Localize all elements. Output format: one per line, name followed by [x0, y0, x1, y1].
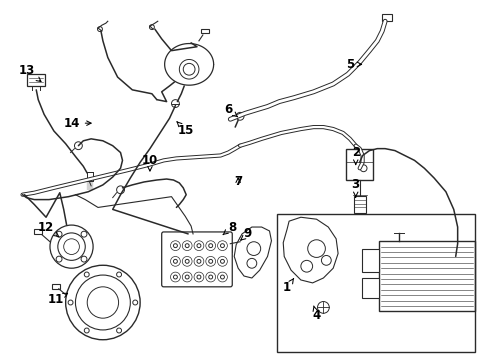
Circle shape	[183, 63, 195, 75]
Text: 3: 3	[352, 179, 360, 197]
Text: 4: 4	[313, 306, 320, 322]
Text: 9: 9	[241, 228, 252, 240]
Circle shape	[64, 239, 79, 255]
Bar	[34, 229, 42, 234]
Circle shape	[220, 275, 224, 279]
Bar	[277, 214, 475, 351]
Circle shape	[318, 302, 329, 313]
Text: 14: 14	[63, 117, 91, 130]
Circle shape	[58, 233, 85, 260]
Circle shape	[182, 241, 192, 251]
Text: 11: 11	[48, 293, 68, 306]
Circle shape	[117, 186, 124, 194]
Circle shape	[171, 272, 180, 282]
Circle shape	[117, 328, 122, 333]
Circle shape	[236, 112, 244, 120]
Bar	[201, 28, 209, 33]
Circle shape	[84, 328, 89, 333]
Text: 5: 5	[346, 58, 362, 71]
Circle shape	[218, 272, 227, 282]
Circle shape	[56, 231, 62, 237]
Circle shape	[182, 272, 192, 282]
Circle shape	[194, 272, 204, 282]
Circle shape	[66, 265, 140, 340]
Circle shape	[247, 258, 257, 268]
Bar	[362, 278, 379, 298]
Circle shape	[171, 241, 180, 251]
Circle shape	[194, 256, 204, 266]
Bar	[379, 241, 475, 311]
Circle shape	[133, 300, 138, 305]
Circle shape	[308, 240, 325, 257]
Circle shape	[56, 256, 62, 262]
Circle shape	[209, 244, 213, 248]
Circle shape	[185, 244, 189, 248]
Circle shape	[301, 260, 313, 272]
Circle shape	[117, 272, 122, 277]
Text: 13: 13	[18, 64, 41, 81]
Bar	[362, 249, 379, 272]
Circle shape	[173, 259, 177, 263]
Circle shape	[87, 287, 119, 318]
Circle shape	[197, 259, 201, 263]
Text: 15: 15	[177, 122, 195, 138]
Circle shape	[239, 236, 249, 246]
Circle shape	[321, 256, 331, 265]
Circle shape	[171, 256, 180, 266]
Circle shape	[149, 25, 154, 30]
FancyBboxPatch shape	[162, 232, 232, 287]
Circle shape	[81, 256, 87, 262]
Circle shape	[75, 275, 130, 330]
Circle shape	[185, 275, 189, 279]
Circle shape	[206, 241, 216, 251]
Circle shape	[185, 259, 189, 263]
Bar	[382, 14, 392, 21]
Circle shape	[220, 259, 224, 263]
Text: 10: 10	[142, 154, 158, 171]
Circle shape	[172, 100, 179, 108]
Circle shape	[98, 27, 102, 32]
Circle shape	[218, 256, 227, 266]
Circle shape	[197, 275, 201, 279]
Text: 12: 12	[38, 221, 59, 237]
Polygon shape	[283, 217, 338, 283]
Circle shape	[360, 165, 367, 172]
Bar	[27, 74, 45, 86]
Circle shape	[81, 231, 87, 237]
Bar	[52, 284, 60, 289]
Polygon shape	[234, 227, 271, 278]
Text: 2: 2	[352, 146, 360, 165]
Text: 8: 8	[223, 221, 236, 235]
Text: 1: 1	[283, 278, 294, 294]
Circle shape	[182, 256, 192, 266]
Circle shape	[84, 272, 89, 277]
Text: 6: 6	[224, 103, 238, 117]
Bar	[354, 196, 366, 213]
Circle shape	[74, 142, 82, 150]
Circle shape	[197, 244, 201, 248]
Bar	[346, 149, 373, 180]
Circle shape	[209, 275, 213, 279]
Circle shape	[194, 241, 204, 251]
Circle shape	[220, 244, 224, 248]
Circle shape	[68, 300, 73, 305]
Circle shape	[179, 59, 199, 79]
Circle shape	[50, 225, 93, 268]
Circle shape	[173, 244, 177, 248]
Circle shape	[206, 272, 216, 282]
Circle shape	[218, 241, 227, 251]
Circle shape	[209, 259, 213, 263]
Circle shape	[206, 256, 216, 266]
Text: 7: 7	[234, 175, 242, 189]
Circle shape	[247, 242, 261, 256]
Circle shape	[173, 275, 177, 279]
